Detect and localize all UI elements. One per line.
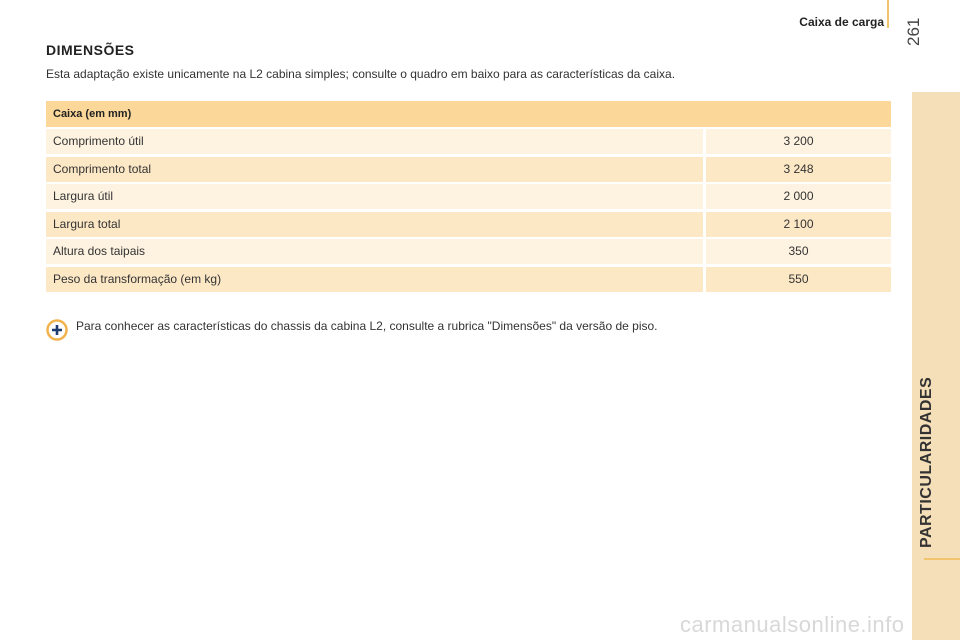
header-rule bbox=[887, 0, 889, 28]
value-cell: 2 100 bbox=[706, 211, 891, 237]
sidebar-rule bbox=[924, 558, 960, 560]
label-cell: Comprimento total bbox=[46, 156, 703, 182]
page-number: 261 bbox=[904, 17, 923, 46]
value-cell: 2 000 bbox=[706, 184, 891, 209]
label-cell: Altura dos taipais bbox=[46, 239, 703, 264]
label-cell: Comprimento útil bbox=[46, 129, 703, 154]
value-cell: 350 bbox=[706, 239, 891, 264]
label-cell: Largura útil bbox=[46, 184, 703, 209]
label-cell: Peso da transformação (em kg) bbox=[46, 266, 703, 292]
heading: DIMENSÕES bbox=[46, 42, 135, 58]
label-cell: Largura total bbox=[46, 211, 703, 237]
section-title: Caixa de carga bbox=[799, 15, 884, 29]
table-row: Altura dos taipais 350 bbox=[46, 239, 891, 264]
value-cell: 550 bbox=[706, 266, 891, 292]
table-row: Comprimento total 3 248 bbox=[46, 156, 891, 182]
table-row: Largura útil 2 000 bbox=[46, 184, 891, 209]
paragraph: Esta adaptação existe unicamente na L2 c… bbox=[46, 67, 676, 81]
table: Caixa (em mm) Comprimento útil 3 200 Compr… bbox=[46, 101, 891, 294]
value-cell: 3 200 bbox=[706, 129, 891, 154]
info-icon bbox=[46, 319, 68, 341]
note: Para conhecer as características do chas… bbox=[76, 319, 658, 333]
value-cell: 3 248 bbox=[706, 156, 891, 182]
sidebar bbox=[912, 92, 960, 640]
chapter-title: PARTICULARIDADES bbox=[918, 376, 935, 548]
table-header: Caixa (em mm) bbox=[46, 101, 891, 127]
table-row: Peso da transformação (em kg) 550 bbox=[46, 266, 891, 292]
table-row: Comprimento útil 3 200 bbox=[46, 129, 891, 154]
watermark: carmanualsonline.info bbox=[680, 612, 905, 637]
table-row: Largura total 2 100 bbox=[46, 211, 891, 237]
